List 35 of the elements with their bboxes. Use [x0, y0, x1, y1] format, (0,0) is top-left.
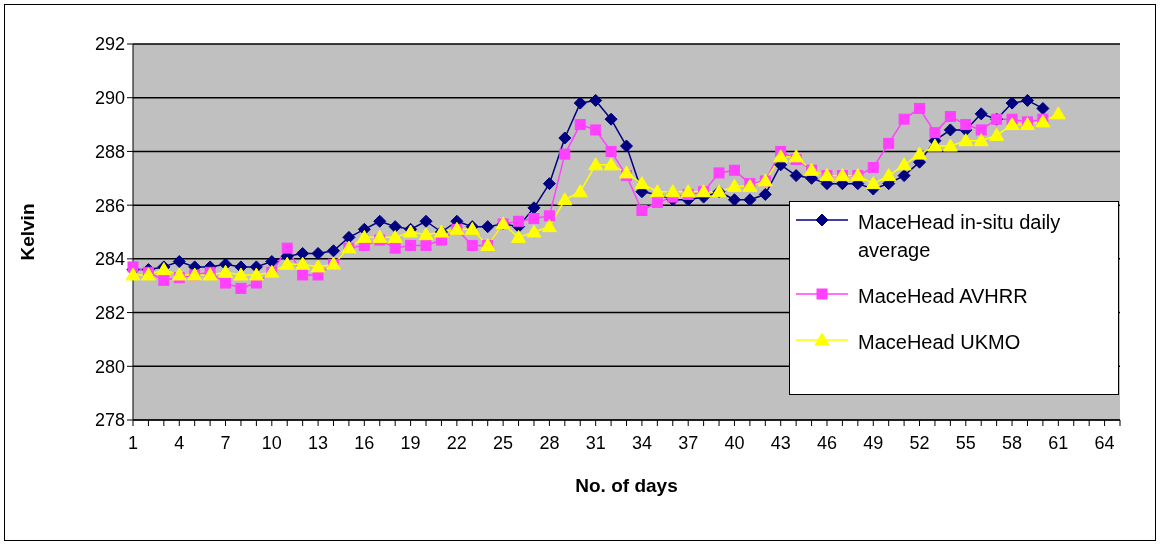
x-tick-label: 52 [909, 432, 930, 453]
x-tick-label: 31 [585, 432, 606, 453]
y-tick-label: 278 [94, 410, 125, 431]
x-tick-label: 28 [539, 432, 560, 453]
x-tick-label: 55 [955, 432, 976, 453]
x-tick-label: 40 [724, 432, 745, 453]
x-tick-label: 61 [1048, 432, 1069, 453]
y-tick-label: 282 [94, 302, 125, 323]
x-tick-label: 34 [631, 432, 652, 453]
y-tick-label: 284 [94, 249, 125, 270]
x-tick-label: 58 [1002, 432, 1023, 453]
x-tick-label: 16 [354, 432, 375, 453]
legend-label: MaceHead UKMO [858, 330, 1021, 355]
x-tick-label: 46 [816, 432, 837, 453]
x-tick-label: 37 [678, 432, 699, 453]
y-tick-label: 290 [94, 88, 125, 109]
legend-label: MaceHead AVHRR [858, 284, 1028, 309]
y-tick-label: 280 [94, 356, 125, 377]
x-tick-label: 64 [1094, 432, 1115, 453]
x-tick-label: 22 [446, 432, 467, 453]
x-tick-label: 25 [493, 432, 514, 453]
x-tick-label: 13 [308, 432, 329, 453]
x-tick-label: 1 [127, 432, 139, 453]
x-tick-label: 4 [174, 432, 185, 453]
y-tick-label: 286 [94, 195, 125, 216]
y-tick-label: 288 [94, 141, 125, 162]
x-tick-label: 49 [863, 432, 884, 453]
x-tick-label: 43 [770, 432, 791, 453]
y-tick-label: 292 [94, 34, 125, 55]
x-axis-title: No. of days [575, 475, 678, 496]
x-tick-label: 19 [400, 432, 421, 453]
x-tick-label: 7 [220, 432, 231, 453]
x-tick-label: 10 [261, 432, 282, 453]
y-axis-title: Kelvin [16, 203, 38, 261]
legend-label: MaceHead in-situ daily average [858, 210, 1062, 263]
